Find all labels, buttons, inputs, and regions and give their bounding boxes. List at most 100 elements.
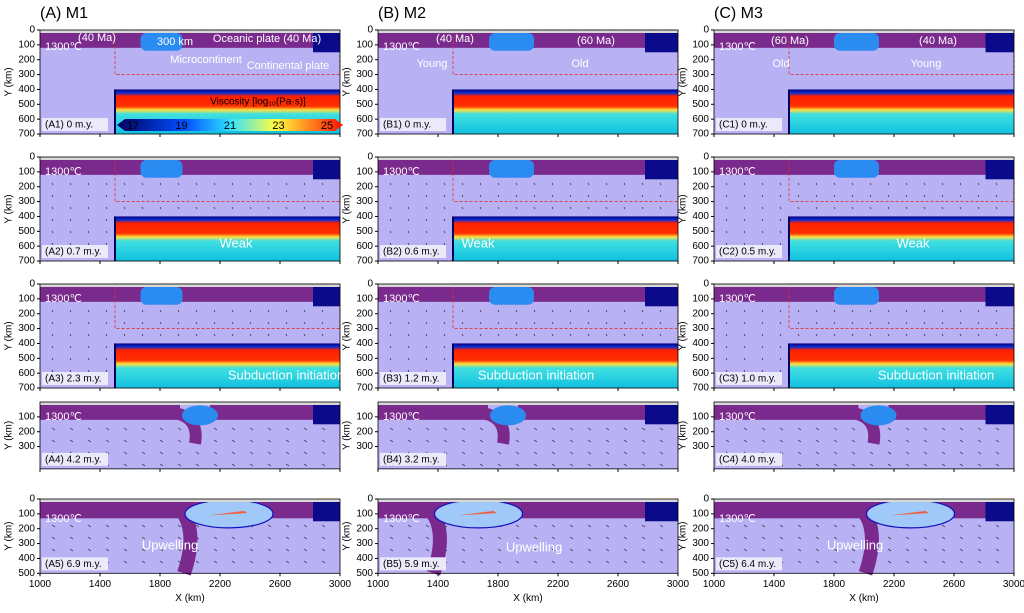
y-tick-label: 100	[18, 40, 35, 51]
velocity-arrow	[551, 333, 554, 337]
velocity-arrow	[995, 206, 998, 210]
y-tick-label: 100	[18, 412, 35, 423]
velocity-arrow	[959, 321, 962, 325]
velocity-arrow	[743, 309, 746, 313]
velocity-arrow	[123, 439, 128, 443]
velocity-arrow	[905, 463, 910, 467]
viscosity-inset	[115, 343, 340, 389]
velocity-arrow	[69, 242, 72, 246]
microcontinent	[140, 159, 183, 178]
velocity-arrow	[213, 321, 216, 325]
velocity-arrow	[141, 194, 144, 198]
annotation: (60 Ma)	[577, 35, 615, 47]
velocity-arrow	[69, 524, 74, 528]
velocity-arrow	[851, 182, 854, 186]
velocity-arrow	[461, 321, 464, 325]
velocity-arrow	[959, 333, 962, 337]
velocity-arrow	[797, 182, 800, 186]
velocity-arrow	[389, 548, 394, 552]
velocity-arrow	[995, 439, 1000, 443]
y-tick-label: 300	[692, 69, 709, 80]
y-tick-label: 200	[356, 523, 373, 534]
velocity-arrow	[249, 427, 254, 431]
velocity-arrow	[923, 206, 926, 210]
velocity-arrow	[267, 536, 272, 540]
y-tick-label: 100	[356, 40, 373, 51]
velocity-arrow	[977, 206, 980, 210]
velocity-arrow	[285, 427, 290, 431]
y-tick-label: 100	[356, 412, 373, 423]
velocity-arrow	[941, 427, 946, 431]
velocity-arrow	[797, 451, 802, 455]
velocity-arrow	[551, 206, 554, 210]
annotation: Subduction initiation	[878, 367, 994, 382]
panel-frame	[377, 401, 679, 470]
velocity-arrow	[869, 451, 874, 455]
velocity-arrow	[779, 536, 784, 540]
velocity-arrow	[407, 230, 410, 234]
velocity-arrow	[69, 182, 72, 186]
velocity-arrow	[497, 206, 500, 210]
y-axis-label: Y (km)	[678, 522, 689, 551]
velocity-arrow	[389, 427, 394, 431]
panel-frame	[39, 29, 341, 135]
velocity-arrow	[641, 451, 646, 455]
velocity-arrow	[141, 463, 146, 467]
velocity-arrow	[833, 524, 838, 528]
velocity-arrow	[515, 182, 518, 186]
y-tick-label: 0	[367, 279, 373, 290]
panel-frame	[713, 401, 1015, 470]
viscosity-inset	[453, 216, 678, 262]
velocity-arrow	[905, 321, 908, 325]
velocity-arrow	[141, 536, 146, 540]
velocity-arrow	[725, 194, 728, 198]
y-tick-label: 200	[692, 308, 709, 319]
velocity-arrow	[123, 182, 126, 186]
velocity-arrow	[123, 560, 128, 564]
velocity-arrow	[231, 536, 236, 540]
velocity-arrow	[551, 194, 554, 198]
velocity-arrow	[425, 194, 428, 198]
velocity-arrow	[141, 439, 146, 443]
velocity-arrow	[87, 548, 92, 552]
y-tick-label: 600	[356, 368, 373, 379]
y-tick-label: 0	[703, 25, 709, 36]
velocity-arrow	[605, 536, 610, 540]
velocity-arrow	[443, 230, 446, 234]
velocity-arrow	[425, 548, 430, 552]
annotation: Young	[911, 58, 942, 70]
velocity-arrow	[761, 194, 764, 198]
air	[40, 157, 340, 160]
x-tick-label: 1400	[89, 579, 112, 590]
velocity-arrow	[105, 427, 110, 431]
velocity-arrow	[605, 427, 610, 431]
velocity-arrow	[833, 451, 838, 455]
y-tick-label: 200	[18, 54, 35, 65]
velocity-arrow	[177, 309, 180, 313]
velocity-arrow	[923, 463, 928, 467]
velocity-arrow	[249, 321, 252, 325]
velocity-arrow	[141, 560, 146, 564]
velocity-arrow	[923, 427, 928, 431]
velocity-arrow	[887, 560, 892, 564]
annotation: (40 Ma)	[436, 33, 474, 45]
velocity-arrow	[941, 309, 944, 313]
velocity-arrow	[977, 439, 982, 443]
velocity-arrow	[69, 536, 74, 540]
velocity-arrow	[833, 548, 838, 552]
panel-label-box	[716, 372, 782, 386]
y-tick-label: 100	[356, 167, 373, 178]
velocity-arrow	[497, 333, 500, 337]
velocity-arrow	[249, 333, 252, 337]
velocity-arrow	[285, 309, 288, 313]
velocity-arrow	[213, 333, 216, 337]
velocity-arrow	[213, 182, 216, 186]
velocity-arrow	[105, 369, 108, 373]
velocity-arrow	[641, 321, 644, 325]
velocity-arrow	[425, 182, 428, 186]
panel-label: (A1) 0 m.y.	[45, 120, 93, 131]
x-tick-label: 2200	[209, 579, 232, 590]
x-tick-label: 2600	[943, 579, 966, 590]
velocity-arrow	[743, 427, 748, 431]
velocity-arrow	[797, 321, 800, 325]
